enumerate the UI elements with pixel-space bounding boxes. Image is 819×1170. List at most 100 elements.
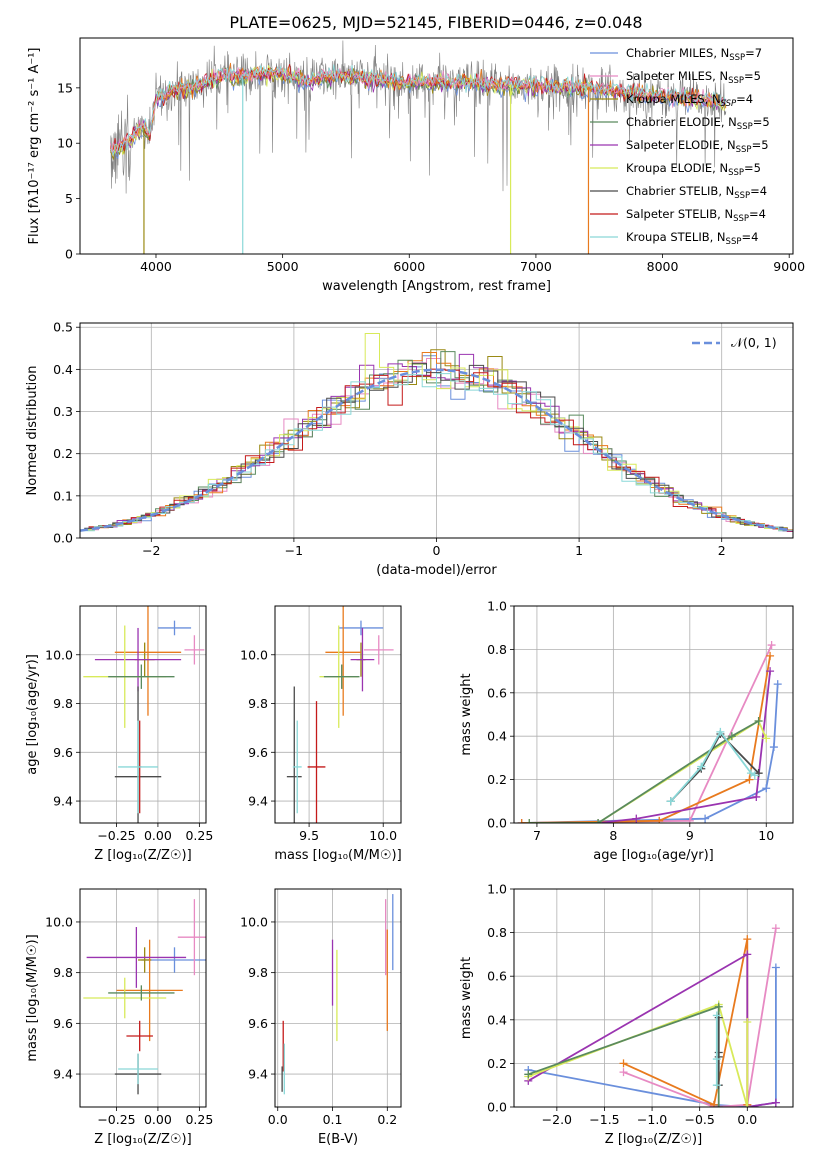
series-line xyxy=(528,967,777,1107)
figure-title: PLATE=0625, MJD=52145, FIBERID=0446, z=0… xyxy=(229,13,642,32)
y-tick-label: 9.4 xyxy=(53,794,73,809)
series-marker xyxy=(766,667,775,676)
series-marker xyxy=(769,743,778,752)
axes-frame xyxy=(274,605,402,824)
legend-entry: Salpeter ELODIE, NSSP=5 xyxy=(626,138,769,155)
model-line xyxy=(110,64,727,157)
error-point xyxy=(325,606,361,716)
x-tick-label: 0.1 xyxy=(323,1112,343,1127)
x-axis-label: Z [log₁₀(Z/Z☉)] xyxy=(94,848,191,863)
y-tick-label: 10.0 xyxy=(240,914,268,929)
legend: 𝒩(0, 1) xyxy=(692,335,777,350)
error-point xyxy=(86,927,187,988)
axes-frame xyxy=(79,605,207,824)
axes-frame xyxy=(79,888,207,1108)
series-marker xyxy=(752,792,761,801)
model-line xyxy=(110,66,727,153)
legend-entry: Salpeter STELIB, NSSP=4 xyxy=(626,207,766,224)
gaussian-curve xyxy=(80,368,791,532)
legend-entry: Salpeter MILES, NSSP=5 xyxy=(626,69,761,86)
series-line xyxy=(529,719,768,823)
chart-mass_vs_ebv: 0.0 0.1 0.2 9.4 9.6 9.8 10.0 E(B-V) xyxy=(240,888,402,1147)
series-marker xyxy=(714,1103,723,1107)
x-axis-label: E(B-V) xyxy=(318,1132,358,1147)
x-axis-label: mass [log₁₀(M/M☉)] xyxy=(274,848,401,863)
y-tick-label: 0.8 xyxy=(487,642,507,657)
y-tick-label: 9.8 xyxy=(248,965,268,980)
plot-area xyxy=(281,894,394,1095)
series-marker xyxy=(766,651,775,660)
y-tick-label: 0.0 xyxy=(487,1100,507,1115)
y-tick-label: 0.2 xyxy=(53,446,73,461)
plot-area xyxy=(517,641,782,823)
plot-area xyxy=(286,606,394,823)
y-tick-label: 0.6 xyxy=(487,685,507,700)
series-marker xyxy=(712,1055,721,1064)
y-tick-label: 0.1 xyxy=(53,488,73,503)
chart-massweight_vs_age: 7 8 9 10 0.0 0.2 0.4 0.6 0.8 1.0 age [log₁₀(age/yr… xyxy=(459,599,794,863)
y-tick-label: 0.8 xyxy=(487,925,507,940)
chart-residuals: −2 −1 0 1 2 0.0 0.1 0.2 0.3 0.4 0.5 (data-model)/er… xyxy=(25,320,794,578)
y-tick-label: 9.4 xyxy=(248,1067,268,1082)
x-tick-label: 0 xyxy=(433,543,441,558)
series-marker xyxy=(771,1098,780,1107)
series-marker xyxy=(771,963,780,972)
series-marker xyxy=(524,1070,533,1079)
y-tick-label: 1.0 xyxy=(487,599,507,614)
series-line xyxy=(623,928,777,1107)
x-tick-label: 0.00 xyxy=(144,828,172,843)
error-point xyxy=(338,620,384,636)
error-point xyxy=(350,627,375,692)
series-line xyxy=(529,720,760,823)
series-marker xyxy=(685,816,694,823)
y-axis-label: mass [log₁₀(M/M☉)] xyxy=(25,934,40,1061)
plot-area xyxy=(83,899,206,1095)
series-marker xyxy=(762,734,771,743)
error-point xyxy=(108,985,175,1001)
histogram-step xyxy=(88,349,793,532)
series-marker xyxy=(743,1103,752,1107)
x-tick-label: 5000 xyxy=(267,259,299,274)
x-tick-label: −2 xyxy=(142,543,160,558)
y-tick-label: 9.8 xyxy=(248,696,268,711)
x-tick-label: −1 xyxy=(285,543,303,558)
y-tick-label: 0.2 xyxy=(487,1056,507,1071)
x-tick-label: −1.5 xyxy=(589,1112,619,1127)
x-tick-label: 0.00 xyxy=(144,1112,172,1127)
y-tick-label: 0.3 xyxy=(53,404,73,419)
series-marker xyxy=(773,680,782,689)
x-tick-label: −0.25 xyxy=(97,828,135,843)
error-point xyxy=(94,627,182,692)
y-tick-label: 0 xyxy=(65,247,73,262)
series-marker xyxy=(655,816,664,823)
legend-entry: 𝒩(0, 1) xyxy=(731,335,777,350)
error-point xyxy=(363,635,394,665)
error-point xyxy=(108,664,175,689)
series-marker xyxy=(712,1081,721,1090)
y-tick-label: 0.6 xyxy=(487,969,507,984)
chart-massweight_vs_Z: −2.0 −1.5 −1.0 −0.5 0.0 0.0 0.2 0.4 0.6 0.8 1.0 Z [… xyxy=(459,882,794,1147)
y-tick-label: 15 xyxy=(57,80,73,95)
series-marker xyxy=(697,762,706,771)
y-tick-label: 1.0 xyxy=(487,882,507,897)
y-tick-label: 9.4 xyxy=(248,794,268,809)
x-axis-label: Z [log₁₀(Z/Z☉)] xyxy=(605,1132,702,1147)
series-marker xyxy=(767,641,776,650)
axes-frame xyxy=(513,605,794,824)
chart-spectrum: 4000 5000 6000 7000 8000 9000 0 5 10 15 wavelength… xyxy=(27,37,805,294)
error-point xyxy=(286,686,302,823)
y-axis-label: Normed distribution xyxy=(25,366,40,496)
legend-entry: Kroupa MILES, NSSP=4 xyxy=(626,92,753,109)
y-axis-label: mass weight xyxy=(459,957,474,1039)
y-axis-label: Flux [fλ10⁻¹⁷ erg cm⁻² s⁻¹ A⁻¹] xyxy=(27,48,42,245)
series-marker xyxy=(594,819,603,823)
series-marker xyxy=(619,1059,628,1068)
series-marker xyxy=(771,924,780,933)
series-marker xyxy=(712,1011,721,1020)
series-line xyxy=(597,671,771,823)
series-marker xyxy=(754,717,763,726)
y-tick-label: 0.4 xyxy=(487,1012,507,1027)
chart-mass_vs_Z: −0.25 0.00 0.25 9.4 9.6 9.8 10.0 Z [log₁₀(Z/Z☉)… xyxy=(25,888,213,1147)
y-tick-label: 10.0 xyxy=(45,647,73,662)
error-point xyxy=(118,1053,158,1085)
